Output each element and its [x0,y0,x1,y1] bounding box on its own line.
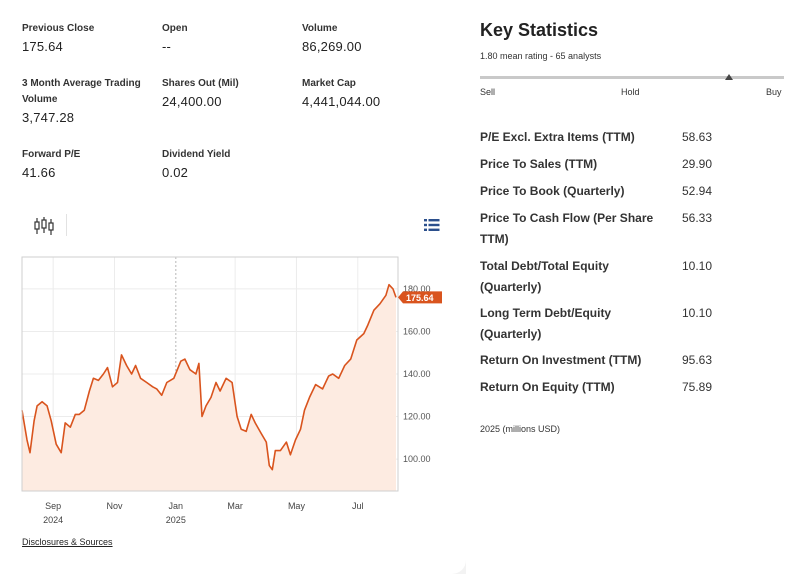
ratio-value: 10.10 [682,259,713,273]
last-price-badge-label: 175.64 [406,293,434,303]
ratio-label: Long Term Debt/Equity (Quarterly) [480,306,612,341]
stat-shares-out: Shares Out (Mil) 24,400.00 [162,76,292,109]
stat-value: 175.64 [22,39,63,54]
time-axis-label: Jan [169,501,184,511]
ratio-label: Price To Book (Quarterly) [480,184,625,198]
ratio-row-price-to-book: Price To Book (Quarterly) 52.94 [480,181,780,203]
stat-previous-close: Previous Close 175.64 [22,21,152,54]
stat-label: Market Cap [302,78,356,89]
ratio-label: Return On Investment (TTM) [480,353,642,367]
stat-value: 86,269.00 [302,39,362,54]
ratio-row-price-to-sales: Price To Sales (TTM) 29.90 [480,154,780,176]
time-axis-label: May [288,501,306,511]
price-axis-label: 140.00 [403,369,431,379]
time-axis-label: Jul [352,501,364,511]
stat-value: 4,441,044.00 [302,94,381,109]
time-axis-year-label: 2025 [166,515,186,525]
time-axis: Sep 2024 Nov Jan 2025 Mar May Jul [43,501,363,525]
stat-dividend-yield: Dividend Yield 0.02 [162,147,292,180]
ratio-row-long-term-debt-equity: Long Term Debt/Equity (Quarterly) 10.10 [480,303,780,347]
stat-label: Forward P/E [22,149,81,160]
stat-open: Open -- [162,21,292,54]
ratio-row-total-debt-equity: Total Debt/Total Equity (Quarterly) 10.1… [480,256,780,300]
ratio-value: 75.89 [682,380,713,394]
stat-label: Volume [302,23,338,34]
chart-frame [21,256,399,492]
stat-volume: Volume 86,269.00 [302,21,442,54]
stat-label: 3 Month Average Trading Volume [22,78,141,105]
ratio-value: 52.94 [682,184,713,198]
price-axis: 100.00 120.00 140.00 160.00 180.00 [403,284,431,464]
ratio-row-return-on-investment: Return On Investment (TTM) 95.63 [480,350,780,372]
price-line [21,283,397,471]
price-axis-label: 120.00 [403,412,431,422]
stat-label: Shares Out (Mil) [162,78,239,89]
time-axis-label: Mar [227,501,243,511]
stat-avg-trading-volume: 3 Month Average Trading Volume 3,747.28 [22,76,150,125]
ratio-label: Price To Sales (TTM) [480,157,598,171]
stat-value: -- [162,39,172,54]
ratio-value: 10.10 [682,306,713,320]
key-statistics-footnote: 2025 (millions USD) [480,424,561,434]
key-statistics-title: Key Statistics [480,20,599,40]
time-axis-year-label: 2024 [43,515,63,525]
rating-label-buy: Buy [766,87,782,97]
stat-value: 3,747.28 [22,110,75,125]
price-area-fill [22,284,396,491]
toolbar-divider [66,214,67,236]
candlestick-icon[interactable] [33,216,55,236]
ratio-value: 29.90 [682,157,713,171]
price-axis-label: 100.00 [403,454,431,464]
analyst-rating-text: 1.80 mean rating - 65 analysts [480,51,602,61]
ratio-value: 58.63 [682,130,713,144]
rating-label-sell: Sell [480,87,496,97]
price-chart[interactable]: 100.00 120.00 140.00 160.00 180.00 Sep 2024 No… [0,240,466,532]
ratio-label: Return On Equity (TTM) [480,380,615,394]
stat-label: Dividend Yield [162,149,231,160]
price-axis-label: 160.00 [403,326,431,336]
stat-label: Previous Close [22,23,95,34]
rating-scale-bar [480,76,784,79]
stat-market-cap: Market Cap 4,441,044.00 [302,76,442,109]
disclosures-link[interactable]: Disclosures & Sources [22,537,113,547]
last-price-badge: 175.64 [398,291,442,304]
stock-overview-card: Previous Close 175.64 Open -- Volume 86,… [0,0,466,574]
rating-label-hold: Hold [621,87,640,97]
price-axis-label: 180.00 [403,284,431,294]
ratio-value: 56.33 [682,211,713,225]
stat-value: 24,400.00 [162,94,222,109]
ratio-value: 95.63 [682,353,713,367]
stat-value: 41.66 [22,165,56,180]
ratio-row-return-on-equity: Return On Equity (TTM) 75.89 [480,377,780,399]
time-axis-label: Nov [106,501,123,511]
stat-label: Open [162,23,188,34]
ratio-row-pe: P/E Excl. Extra Items (TTM) 58.63 [480,127,780,149]
stat-value: 0.02 [162,165,189,180]
list-menu-icon[interactable] [424,218,440,232]
time-axis-label: Sep [45,501,61,511]
stat-forward-pe: Forward P/E 41.66 [22,147,152,180]
key-statistics-panel: Key Statistics 1.80 mean rating - 65 ana… [466,0,799,574]
ratio-label: Total Debt/Total Equity (Quarterly) [480,259,609,294]
rating-marker-icon [725,74,734,80]
ratio-label: P/E Excl. Extra Items (TTM) [480,130,635,144]
last-price-badge-shape [398,291,442,304]
ratio-row-price-to-cash-flow: Price To Cash Flow (Per Share TTM) 56.33 [480,208,780,252]
ratio-label: Price To Cash Flow (Per Share TTM) [480,211,654,246]
